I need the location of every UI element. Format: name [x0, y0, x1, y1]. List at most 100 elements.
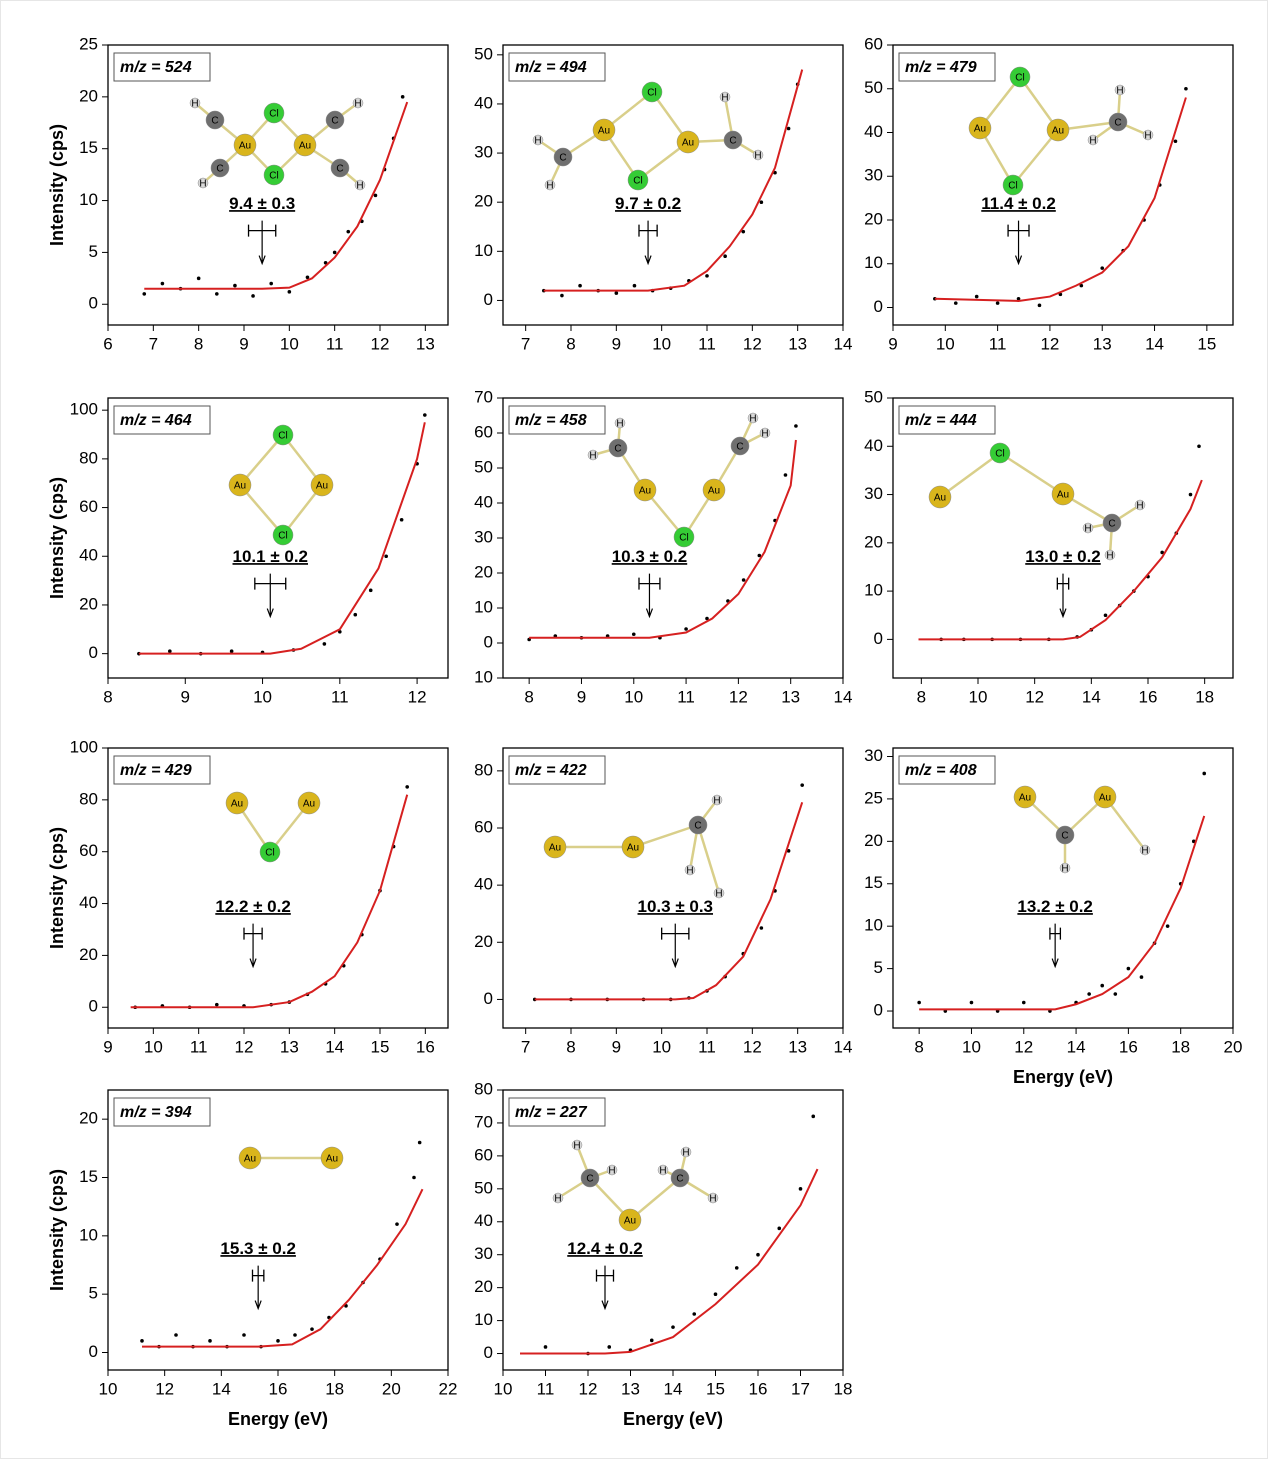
data-point — [777, 1227, 781, 1231]
x-tick-label: 12 — [408, 687, 427, 706]
y-tick-label: 60 — [864, 34, 883, 53]
x-tick-label: 11 — [698, 334, 716, 353]
x-tick-label: 16 — [416, 1037, 435, 1056]
y-tick-label: 20 — [864, 532, 883, 551]
x-tick-label: 14 — [834, 687, 853, 706]
data-point — [632, 632, 636, 636]
x-tick-label: 12 — [155, 1379, 174, 1398]
atom-label: H — [1106, 551, 1113, 562]
y-tick-label: 40 — [474, 1211, 493, 1230]
data-point — [742, 578, 746, 582]
x-tick-label: 11 — [326, 334, 344, 353]
x-tick-label: 14 — [1067, 1037, 1086, 1056]
x-tick-label: 12 — [235, 1037, 254, 1056]
mz-label: m/z = 494 — [515, 59, 587, 76]
mz-label: m/z = 422 — [515, 762, 587, 779]
y-tick-label: 30 — [864, 484, 883, 503]
atom-label: C — [1061, 831, 1068, 842]
data-point — [384, 554, 388, 558]
atom-label: C — [676, 1174, 683, 1185]
x-tick-label: 15 — [1197, 334, 1216, 353]
data-point — [1114, 992, 1118, 996]
y-tick-label: 30 — [864, 166, 883, 185]
data-point — [323, 642, 327, 646]
data-point — [650, 1339, 654, 1343]
data-point — [353, 613, 357, 617]
y-tick-label: 80 — [79, 789, 98, 808]
x-tick-label: 11 — [331, 687, 349, 706]
y-tick-label: 10 — [474, 241, 493, 260]
x-tick-label: 12 — [1025, 687, 1044, 706]
y-tick-label: 10 — [79, 190, 98, 209]
data-point — [369, 589, 373, 593]
atom-label: C — [1108, 519, 1115, 530]
x-tick-label: 22 — [439, 1379, 458, 1398]
x-tick-label: 9 — [103, 1037, 112, 1056]
threshold-label: 10.1 ± 0.2 — [233, 547, 309, 566]
data-point — [784, 473, 788, 477]
atom-label: C — [211, 116, 218, 127]
threshold-label: 10.3 ± 0.2 — [612, 547, 688, 566]
data-point — [333, 251, 337, 255]
data-point — [760, 926, 764, 930]
atom-label: H — [761, 429, 768, 440]
data-point — [142, 292, 146, 296]
atom-label: Au — [549, 843, 561, 854]
data-point — [1104, 613, 1108, 617]
atom-label: H — [589, 451, 596, 462]
x-tick-label: 12 — [579, 1379, 598, 1398]
atom-label: H — [354, 99, 361, 110]
y-tick-label: 0 — [89, 1342, 98, 1361]
y-tick-label: 10 — [79, 1225, 98, 1244]
atom-label: H — [713, 796, 720, 807]
atom-label: H — [199, 179, 206, 190]
x-tick-label: 14 — [664, 1379, 683, 1398]
y-tick-label: 10 — [864, 581, 883, 600]
y-tick-label: 80 — [474, 760, 493, 779]
x-tick-label: 10 — [624, 687, 643, 706]
mz-label: m/z = 408 — [905, 762, 977, 779]
atom-label: C — [336, 164, 343, 175]
x-tick-label: 16 — [1139, 687, 1158, 706]
data-point — [174, 1333, 178, 1337]
x-tick-label: 15 — [706, 1379, 725, 1398]
x-tick-label: 10 — [280, 334, 299, 353]
atom-label: H — [616, 419, 623, 430]
y-tick-label: 15 — [864, 873, 883, 892]
atom-label: Au — [239, 141, 251, 152]
y-tick-label: 20 — [474, 192, 493, 211]
data-point — [799, 1187, 803, 1191]
data-point — [1174, 139, 1178, 143]
x-tick-label: 13 — [781, 687, 800, 706]
x-tick-label: 16 — [1119, 1037, 1138, 1056]
y-tick-label: 25 — [79, 34, 98, 53]
x-tick-label: 12 — [371, 334, 390, 353]
x-tick-label: 7 — [521, 1037, 530, 1056]
y-tick-label: 50 — [474, 457, 493, 476]
x-tick-label: 12 — [729, 687, 748, 706]
x-tick-label: 8 — [524, 687, 533, 706]
x-tick-label: 9 — [612, 1037, 621, 1056]
data-point — [684, 627, 688, 631]
atom-label: Au — [624, 1216, 636, 1227]
data-point — [242, 1333, 246, 1337]
x-tick-label: 20 — [382, 1379, 401, 1398]
y-tick-label: 50 — [474, 44, 493, 63]
data-point — [208, 1339, 212, 1343]
x-tick-label: 14 — [325, 1037, 344, 1056]
y-tick-label: 10 — [864, 253, 883, 272]
x-tick-label: 14 — [1145, 334, 1164, 353]
atom-label: Au — [934, 493, 946, 504]
atom-label: C — [1114, 118, 1121, 129]
data-point — [197, 277, 201, 281]
data-point — [1100, 984, 1104, 988]
y-tick-label: 70 — [474, 387, 493, 406]
atom-label: Cl — [647, 88, 656, 99]
atom-label: H — [1061, 864, 1068, 875]
y-tick-label: 20 — [79, 86, 98, 105]
x-tick-label: 9 — [612, 334, 621, 353]
y-tick-label: 5 — [89, 1284, 98, 1303]
atom-label: H — [659, 1166, 666, 1177]
atom-label: H — [715, 889, 722, 900]
data-point — [1140, 975, 1144, 979]
